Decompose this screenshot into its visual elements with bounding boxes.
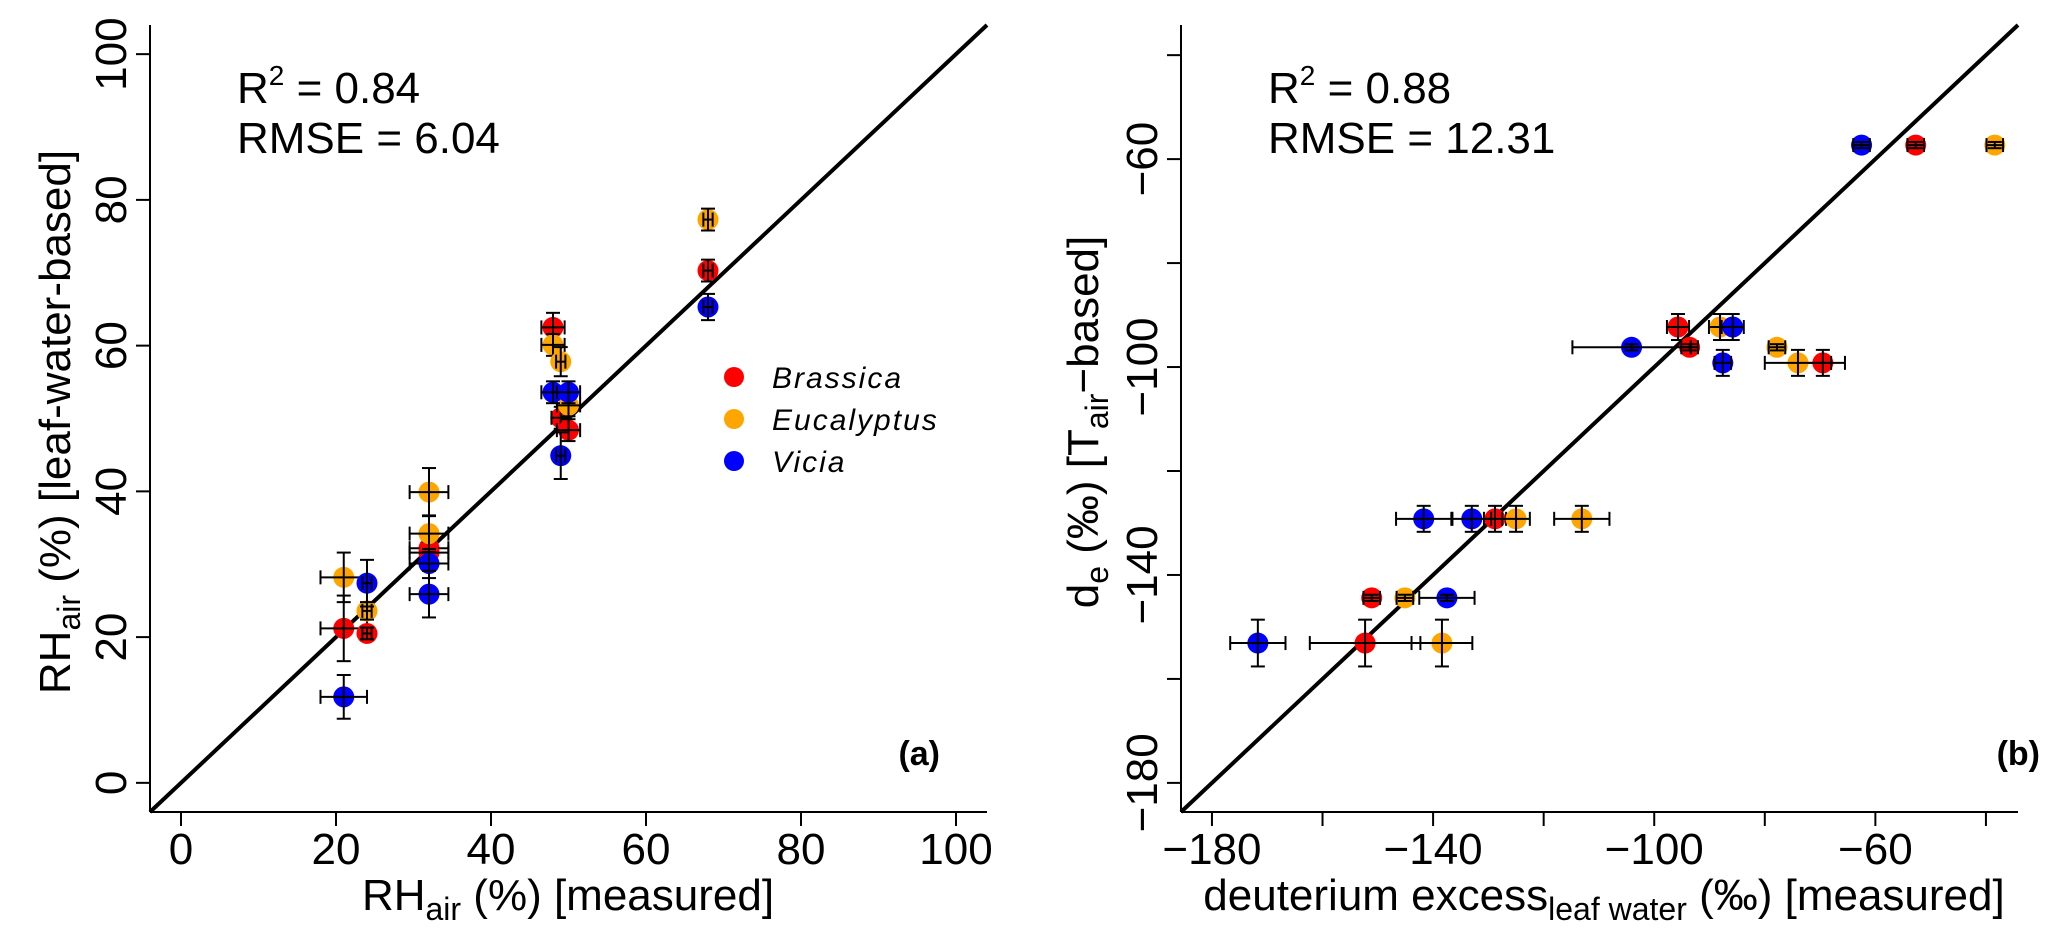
legend-vicia-label: Vicia (772, 446, 846, 479)
panel-b-error-bars-brassica (1308, 618, 1422, 668)
panel-a-error-bars-vicia (360, 558, 374, 608)
panel-b-error-bars-vicia (1571, 340, 1692, 355)
panel-a-y-tick-label: 20 (87, 613, 136, 662)
legend-brassica-marker (724, 367, 744, 387)
panel-b-error-bars-eucalyptus (1395, 590, 1415, 605)
panel-b-error-bars-vicia (1418, 590, 1476, 605)
panel-a-tag: (a) (898, 735, 940, 773)
panel-a-x-tick-label: 100 (919, 825, 992, 874)
panel-b-y-tick-label: −100 (1118, 317, 1167, 416)
panel-a-y-tick-label: 100 (87, 17, 136, 90)
panel-a-r2: R2 = 0.84 (237, 60, 420, 113)
panel-b-error-bars-brassica (1906, 138, 1926, 153)
panel-b-y-tick-label: −140 (1118, 525, 1167, 624)
panel-a-error-bars-eucalyptus (701, 207, 715, 232)
panel-a-x-tick-label: 60 (622, 825, 671, 874)
panel-b-x-tick-label: −100 (1605, 825, 1704, 874)
panel-a: 0 20 40 60 80 100 0 20 40 60 80 100 R2 = 0.84 RMSE … (31, 17, 993, 927)
panel-a-marks: 0 20 40 60 80 100 0 20 40 60 80 100 (87, 17, 993, 874)
legend-vicia-marker (724, 451, 744, 471)
legend-eucalyptus-marker (724, 409, 744, 429)
panel-a-y-tick-label: 40 (87, 467, 136, 516)
panel-a-error-bars-vicia (555, 380, 582, 405)
panel-b-r2: R2 = 0.88 (1268, 60, 1451, 113)
panel-b-x-axis-title: deuterium excessleaf water (‰) [measured… (1203, 871, 2004, 927)
panel-b-error-bars-eucalyptus (1767, 340, 1787, 355)
panel-b-one-to-one-line (1179, 23, 2020, 814)
panel-a-rmse: RMSE = 6.04 (237, 114, 500, 163)
panel-b-error-bars-vicia (1229, 618, 1287, 668)
legend: Brassica Eucalyptus Vicia (724, 362, 939, 479)
panel-a-x-tick-label: 0 (169, 825, 193, 874)
panel-a-y-tick-label: 0 (87, 771, 136, 795)
panel-a-error-bars-vicia (408, 547, 450, 580)
panel-a-error-bars-brassica (701, 258, 715, 283)
panel-a-x-axis-title: RHair (%) [measured] (362, 871, 774, 927)
legend-eucalyptus-label: Eucalyptus (772, 404, 939, 437)
panel-a-y-tick-label: 80 (87, 175, 136, 224)
panel-a-error-bars-vicia (553, 431, 568, 480)
panel-b-error-bars-eucalyptus (1410, 618, 1474, 668)
panel-b-error-bars-eucalyptus (1553, 504, 1611, 533)
panel-a-x-tick-label: 20 (312, 825, 361, 874)
panel-a-error-bars-eucalyptus (408, 467, 450, 518)
panel-b-error-bars-eucalyptus (1501, 504, 1531, 533)
panel-b-x-tick-label: −180 (1162, 825, 1261, 874)
panel-b-error-bars-vicia (1852, 138, 1871, 153)
panel-b-x-tick-label: −60 (1838, 825, 1913, 874)
panel-b-x-tick-label: −140 (1384, 825, 1483, 874)
panel-b-marks: −180 −140 −100 −60 −180 −140 −100 −60 (1118, 23, 2020, 874)
panel-a-error-bars-brassica (360, 626, 374, 641)
panel-a-error-bars-vicia (408, 569, 450, 619)
panel-b-tag: (b) (1997, 735, 2040, 773)
panel-a-error-bars-eucalyptus (553, 346, 568, 378)
panel-b-error-bars-brassica (1362, 590, 1382, 605)
panel-a-error-bars-brassica (555, 418, 582, 443)
legend-brassica-label: Brassica (772, 362, 903, 395)
panel-b-error-bars-eucalyptus (1763, 348, 1833, 377)
panel-b-y-axis-title: de (‰) [Tair−based] (1059, 236, 1115, 609)
panel-b-error-bars-eucalyptus (1985, 138, 2005, 153)
panel-a-x-tick-label: 80 (777, 825, 826, 874)
panel-b-error-bars-vicia (1451, 504, 1493, 533)
panel-b: −180 −140 −100 −60 −180 −140 −100 −60 R2 = 0.88… (1059, 23, 2040, 927)
panel-b-rmse: RMSE = 12.31 (1268, 114, 1555, 163)
panel-a-error-bars-vicia (701, 292, 715, 322)
panel-b-error-bars-vicia (1720, 313, 1745, 342)
panel-a-error-bars-vicia (319, 674, 368, 720)
panel-a-x-tick-label: 40 (467, 825, 516, 874)
panel-b-error-bars-vicia (1713, 348, 1733, 377)
panel-a-error-bars-eucalyptus (408, 514, 450, 553)
panel-a-y-axis-title: RHair (%) [leaf-water-based] (31, 150, 87, 694)
panel-b-y-tick-label: −60 (1118, 122, 1167, 197)
panel-b-error-bars-brassica (1665, 313, 1691, 342)
panel-b-error-bars-vicia (1395, 504, 1453, 533)
panel-b-y-tick-label: −180 (1118, 733, 1167, 832)
panel-a-error-bars-eucalyptus (319, 551, 368, 604)
panel-a-y-tick-label: 60 (87, 321, 136, 370)
